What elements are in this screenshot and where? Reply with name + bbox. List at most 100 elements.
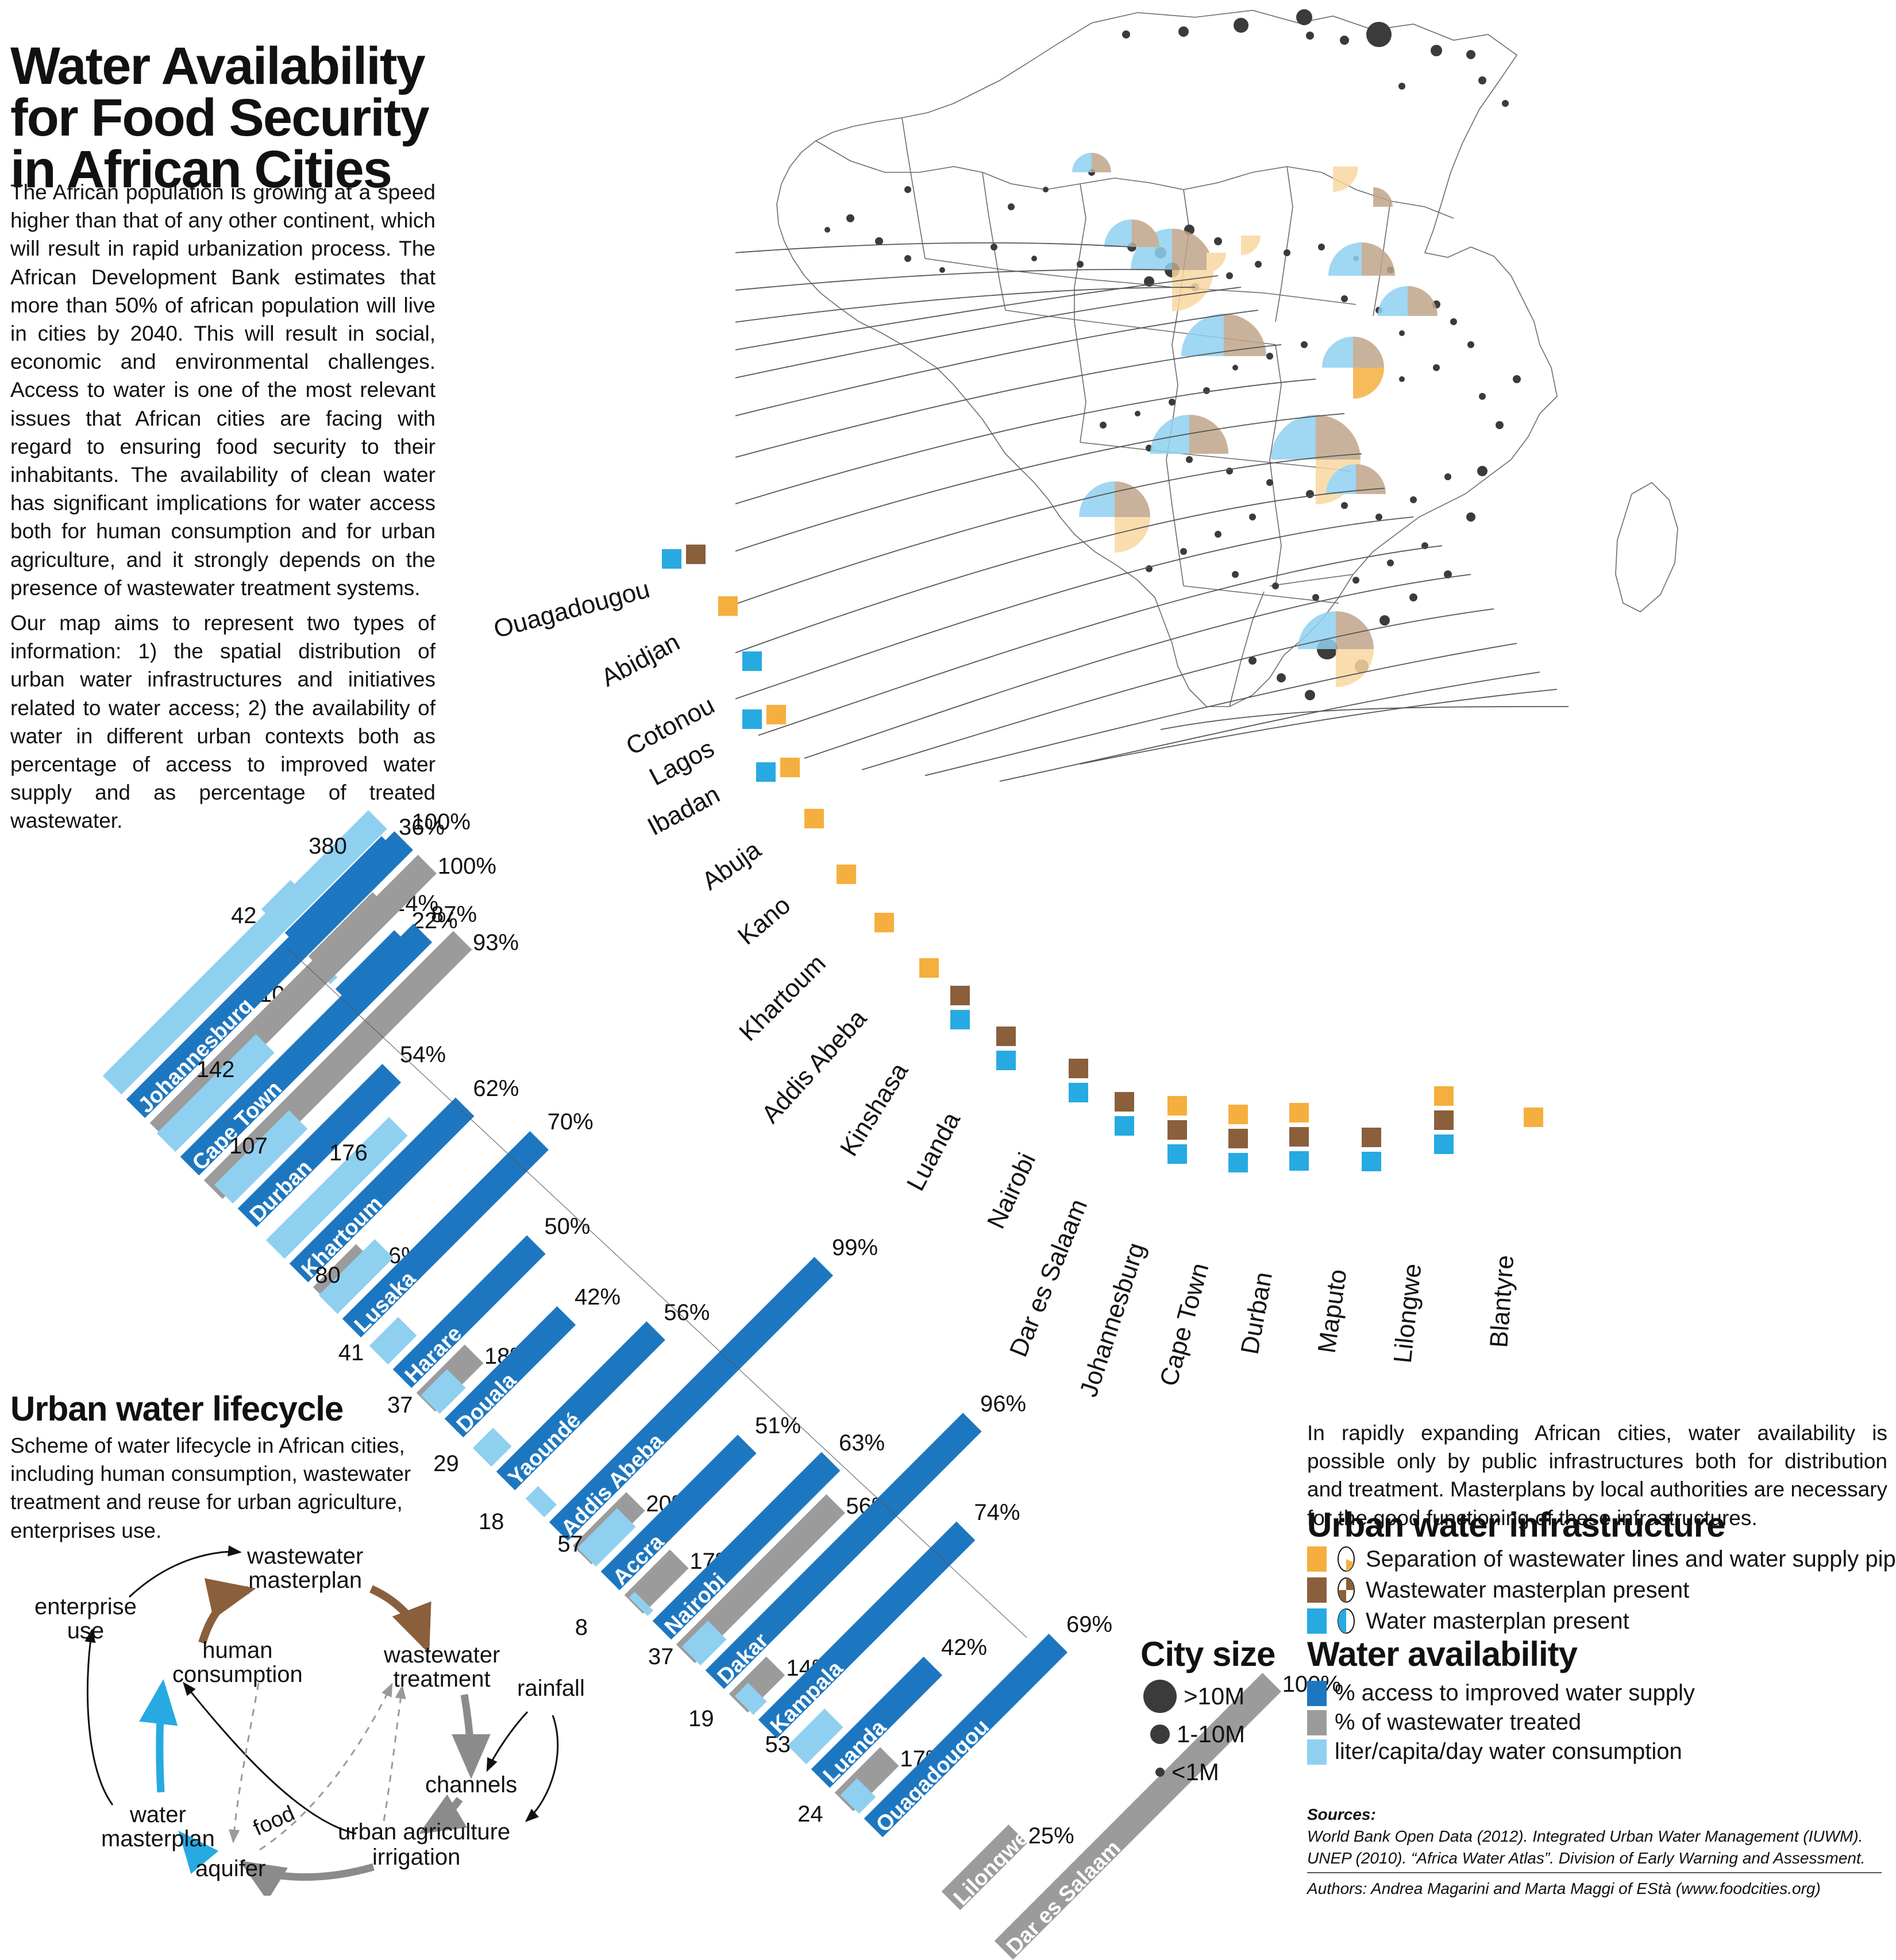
map-marker-square-brown — [1115, 1092, 1134, 1112]
map-marker-square-cyan — [1228, 1153, 1248, 1172]
map-marker-square-brown — [686, 545, 706, 564]
lifecycle-node-urban-agriculture[interactable]: urban agriculture — [338, 1819, 511, 1845]
africa-map[interactable] — [361, 0, 1896, 977]
map-marker-square-cyan — [742, 651, 762, 671]
lifecycle-node-enterprise-use[interactable]: enterprise use — [34, 1595, 137, 1643]
infrastructure-color-swatch — [1307, 1546, 1327, 1572]
lifecycle-node-irrigation[interactable]: irrigation — [372, 1845, 461, 1870]
lifecycle-node-line: treatment — [393, 1666, 491, 1692]
city-size-legend-row: <1M — [1143, 1753, 1293, 1791]
value-access-13: 96% — [980, 1391, 1027, 1417]
sources-divider — [1307, 1872, 1882, 1874]
value-access-6: 70% — [547, 1109, 594, 1135]
value-consumption-2: 380 — [309, 833, 347, 859]
lifecycle-node-line: urban agriculture — [338, 1819, 511, 1845]
lifecycle-node-aquifer[interactable]: aquifer — [195, 1857, 265, 1881]
sources-heading: Sources: — [1307, 1805, 1376, 1823]
map-wedge-markers — [1072, 153, 1438, 687]
city-size-legend-row: >10M — [1143, 1677, 1293, 1715]
lifecycle-node-human-consumption[interactable]: human consumption — [172, 1638, 303, 1687]
water-availability-legend-row[interactable]: liter/capita/day water consumption — [1307, 1739, 1824, 1765]
map-marker-square-cyan — [756, 762, 776, 782]
water-availability-legend-label: % access to improved water supply — [1335, 1680, 1695, 1706]
bar-consumption-9[interactable] — [472, 1427, 512, 1467]
lifecycle-node-line: irrigation — [372, 1845, 461, 1870]
value-access-14: 74% — [974, 1499, 1020, 1525]
lifecycle-node-line: human — [202, 1638, 273, 1663]
map-marker-square-brown — [1069, 1059, 1088, 1078]
water-availability-legend-row[interactable]: % of wastewater treated — [1307, 1710, 1824, 1735]
lifecycle-node-line: water — [130, 1802, 186, 1827]
infrastructure-legend-row[interactable]: Wastewater masterplan present — [1307, 1576, 1893, 1604]
water-availability-color-swatch — [1307, 1739, 1327, 1765]
value-consumption-14: 19 — [688, 1706, 714, 1731]
infrastructure-legend-row[interactable]: Separation of wastewater lines and water… — [1307, 1545, 1896, 1573]
map-marker-square-orange — [1524, 1108, 1543, 1127]
value-access-7: 50% — [544, 1213, 591, 1239]
value-access-3: 87% — [431, 901, 477, 927]
lifecycle-node-line: rainfall — [517, 1676, 585, 1701]
lifecycle-node-water-masterplan[interactable]: water masterplan — [101, 1803, 215, 1851]
map-city-name: Blantyre — [1484, 1254, 1519, 1349]
map-marker-square-brown — [1228, 1129, 1248, 1148]
city-size-legend-label: <1M — [1171, 1758, 1219, 1785]
map-city-label-group: Ouagadougou Abidjan Cotonou Lagos Ibadan Abuj… — [491, 545, 1543, 1400]
infrastructure-legend-row[interactable]: Water masterplan present — [1307, 1607, 1893, 1635]
value-consumption-10: 18 — [478, 1509, 504, 1535]
water-availability-bar-chart[interactable]: Maputo36%24%42Ibadan22%10Johannesburg100… — [0, 809, 1341, 1960]
value-consumption-13: 37 — [648, 1643, 674, 1669]
pie-wedge-icon — [1335, 1607, 1358, 1635]
city-size-legend-heading: City size — [1140, 1635, 1275, 1673]
map-marker-square-cyan — [950, 1010, 970, 1029]
value-consumption-7: 41 — [338, 1340, 364, 1366]
bar-consumption-10[interactable] — [525, 1486, 557, 1518]
lifecycle-node-wastewater-treatment[interactable]: wastewater treatment — [384, 1643, 500, 1692]
map-marker-square-orange — [804, 809, 824, 828]
value-access-11: 51% — [755, 1413, 801, 1438]
intro-text: The African population is growing at a s… — [10, 178, 436, 842]
value-consumption-12: 8 — [575, 1615, 588, 1641]
value-access-8: 42% — [575, 1284, 621, 1310]
africa-map-svg — [361, 9, 1678, 782]
map-marker-square-brown — [950, 986, 970, 1005]
water-availability-legend-row[interactable]: % access to improved water supply — [1307, 1680, 1824, 1706]
value-consumption-0: 42 — [231, 902, 257, 928]
urban-water-lifecycle-diagram[interactable]: enterprise use wastewater masterplan human co… — [0, 1540, 609, 1901]
value-access-10: 99% — [832, 1234, 878, 1260]
lifecycle-node-rainfall[interactable]: rainfall — [517, 1676, 585, 1701]
map-marker-square-orange — [919, 958, 939, 978]
map-marker-square-brown — [1362, 1128, 1381, 1147]
infrastructure-legend-label: Wastewater masterplan present — [1366, 1577, 1690, 1603]
infrastructure-legend-label: Separation of wastewater lines and water… — [1366, 1546, 1896, 1572]
lifecycle-heading: Urban water lifecycle — [10, 1390, 344, 1428]
lifecycle-node-line: use — [67, 1618, 105, 1644]
map-city-name: Maputo — [1312, 1267, 1352, 1355]
map-marker-square-cyan — [1362, 1152, 1381, 1171]
map-marker-square-cyan — [1069, 1083, 1088, 1102]
map-marker-square-brown — [1167, 1120, 1187, 1140]
map-marker-square-orange — [1167, 1096, 1187, 1116]
value-consumption-4: 107 — [229, 1133, 268, 1159]
water-availability-color-swatch — [1307, 1680, 1327, 1706]
map-marker-square-orange — [1289, 1103, 1309, 1122]
map-marker-square-cyan — [1115, 1116, 1134, 1136]
map-marker-square-brown — [1434, 1110, 1454, 1130]
lifecycle-node-wastewater-masterplan[interactable]: wastewater masterplan — [247, 1544, 363, 1593]
map-city-name: Abidjan — [596, 627, 685, 693]
lifecycle-node-line: consumption — [172, 1662, 303, 1688]
lifecycle-node-channels[interactable]: channels — [425, 1773, 517, 1797]
page-title-line: Water Availability — [10, 36, 426, 95]
page-title-line: in African Cities — [10, 140, 392, 199]
value-consumption-16: 24 — [797, 1801, 823, 1827]
sources-line-1: World Bank Open Data (2012). Integrated … — [1307, 1827, 1863, 1845]
value-consumption-5: 176 — [329, 1140, 368, 1166]
map-city-name: Ouagadougou — [491, 574, 653, 644]
value-access-15: 42% — [941, 1634, 988, 1660]
value-access-0: 36% — [399, 815, 445, 840]
water-availability-legend-label: liter/capita/day water consumption — [1335, 1739, 1682, 1764]
lifecycle-node-line: wastewater — [384, 1642, 500, 1668]
infrastructure-legend-list: Separation of wastewater lines and water… — [1307, 1545, 1896, 1638]
lifecycle-subtitle: Scheme of water lifecycle in African cit… — [10, 1434, 411, 1542]
infrastructure-color-swatch — [1307, 1608, 1327, 1634]
map-marker-square-orange — [874, 913, 894, 932]
